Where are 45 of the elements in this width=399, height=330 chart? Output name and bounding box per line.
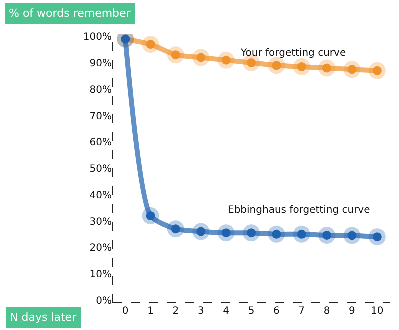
point <box>344 227 361 244</box>
x-tick-label: 4 <box>223 306 230 317</box>
point <box>293 226 310 243</box>
point <box>318 60 336 77</box>
point <box>368 228 386 246</box>
point <box>243 224 260 242</box>
y-axis-title: % of words remember <box>9 7 132 20</box>
point <box>192 223 210 240</box>
x-tick-label: 9 <box>349 306 356 317</box>
x-tick-label: 7 <box>298 306 306 317</box>
y-tick-label: 30% <box>90 216 112 228</box>
y-tick-label: 10% <box>90 269 112 280</box>
x-tick-label: 2 <box>172 306 180 317</box>
point <box>142 36 160 54</box>
point <box>192 49 210 66</box>
x-tick-label: 0 <box>122 306 129 317</box>
point <box>344 61 361 78</box>
point <box>167 46 184 64</box>
point <box>218 52 235 69</box>
series-label: Ebbinghaus forgetting curve <box>228 205 370 216</box>
point <box>293 58 310 76</box>
x-tick-label: 8 <box>324 306 330 317</box>
y-tick-label: 90% <box>90 58 112 70</box>
point <box>368 62 386 80</box>
x-axis-title: N days later <box>10 311 78 324</box>
y-tick-label: 0% <box>96 296 112 307</box>
y-tick-label: 40% <box>90 190 112 202</box>
point <box>142 207 160 224</box>
point <box>218 224 235 242</box>
y-tick-label: 100% <box>83 32 112 44</box>
x-tick-label: 6 <box>273 306 280 317</box>
x-tick-label: 1 <box>148 306 154 317</box>
x-tick-label: 3 <box>198 306 204 317</box>
point <box>268 226 286 243</box>
y-tick-label: 50% <box>90 164 112 175</box>
y-tick-label: 60% <box>90 138 112 149</box>
y-tick-label: 20% <box>90 243 112 254</box>
y-tick-label: 80% <box>90 84 112 96</box>
series-label: Your forgetting curve <box>240 48 346 59</box>
x-tick-label: 5 <box>248 306 255 317</box>
y-tick-label: 70% <box>90 111 112 122</box>
point <box>268 57 286 74</box>
x-tick-label: 10 <box>371 306 384 317</box>
point <box>167 220 184 238</box>
point <box>318 226 336 244</box>
